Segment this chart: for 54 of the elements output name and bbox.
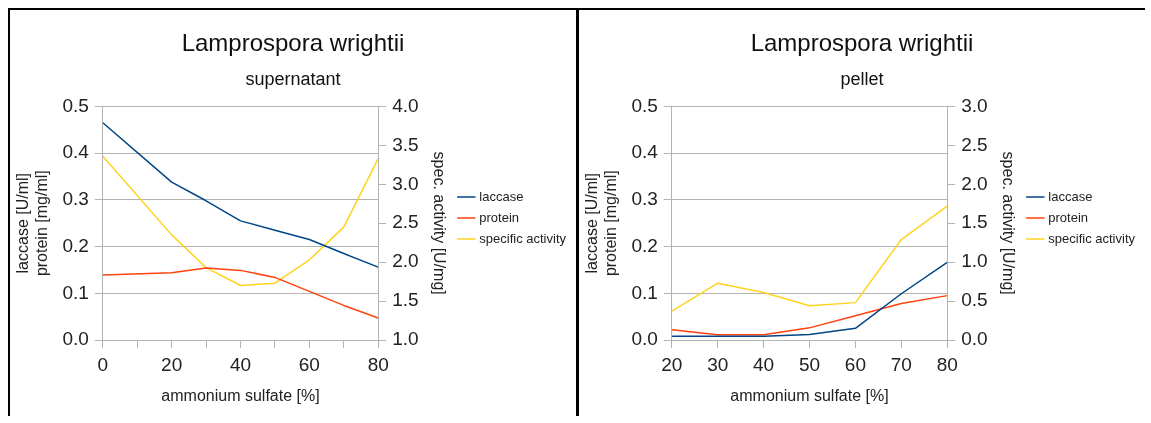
x-axis-title: ammonium sulfate [%] <box>730 386 889 404</box>
chart-subtitle: supernatant <box>245 68 341 89</box>
x-tick-label: 80 <box>936 353 958 375</box>
y2-tick-label: 1.0 <box>392 328 419 350</box>
y2-tick-label: 4.0 <box>392 94 419 116</box>
y-tick-label: 0.3 <box>62 188 89 210</box>
y2-tick-label: 2.5 <box>961 133 988 155</box>
x-tick-label: 30 <box>707 353 729 375</box>
y-tick-label: 0.1 <box>631 281 658 303</box>
legend-label: specific activity <box>1048 230 1136 246</box>
y-axis-title: laccase [U/ml] protein [mg/ml] <box>14 170 51 277</box>
y2-tick-label: 1.5 <box>961 211 988 233</box>
y-tick-label: 0.0 <box>631 328 658 350</box>
y-tick-label: 0.4 <box>62 141 90 163</box>
chart-subtitle: pellet <box>840 68 884 89</box>
y2-tick-label: 2.5 <box>392 211 419 233</box>
y2-tick-label: 0.0 <box>961 328 988 350</box>
x-tick-label: 20 <box>161 353 183 375</box>
y2-tick-label: 2.0 <box>392 250 419 272</box>
y2-tick-label: 1.5 <box>392 289 419 311</box>
y2-axis-title: spec. activity [U/mg] <box>999 151 1017 295</box>
x-tick-label: 0 <box>97 353 109 375</box>
chart-title: Lamprospora wrightii <box>181 29 405 57</box>
legend-label: laccase <box>1048 188 1093 204</box>
legend-label: specific activity <box>479 230 567 246</box>
chart-title: Lamprospora wrightii <box>750 29 974 57</box>
x-tick-label: 20 <box>661 353 683 375</box>
x-tick-label: 40 <box>229 353 252 375</box>
legend-label: protein <box>1048 209 1089 225</box>
y2-tick-label: 2.0 <box>961 172 988 194</box>
y-tick-label: 0.4 <box>631 141 659 163</box>
x-tick-label: 40 <box>753 353 775 375</box>
y-tick-label: 0.5 <box>631 94 658 116</box>
y-tick-label: 0.2 <box>62 234 89 256</box>
y2-tick-label: 0.5 <box>961 289 988 311</box>
y2-axis-title: spec. activity [U/mg] <box>430 151 448 295</box>
x-axis-title: ammonium sulfate [%] <box>161 386 320 404</box>
y2-tick-label: 3.5 <box>392 133 419 155</box>
x-tick-label: 50 <box>798 353 821 375</box>
y-tick-label: 0.0 <box>62 328 89 350</box>
y-tick-label: 0.1 <box>62 281 89 303</box>
x-tick-label: 60 <box>298 353 320 375</box>
y-axis-title: laccase [U/ml] protein [mg/ml] <box>583 170 620 277</box>
x-tick-label: 70 <box>890 353 912 375</box>
legend-label: protein <box>479 209 520 225</box>
x-tick-label: 80 <box>367 353 389 375</box>
x-tick-label: 60 <box>844 353 866 375</box>
y2-tick-label: 3.0 <box>961 94 988 116</box>
y2-tick-label: 3.0 <box>392 172 419 194</box>
y2-tick-label: 1.0 <box>961 250 988 272</box>
y-tick-label: 0.2 <box>631 234 658 256</box>
legend-label: laccase <box>479 188 524 204</box>
y-tick-label: 0.5 <box>62 94 89 116</box>
y-tick-label: 0.3 <box>631 188 658 210</box>
